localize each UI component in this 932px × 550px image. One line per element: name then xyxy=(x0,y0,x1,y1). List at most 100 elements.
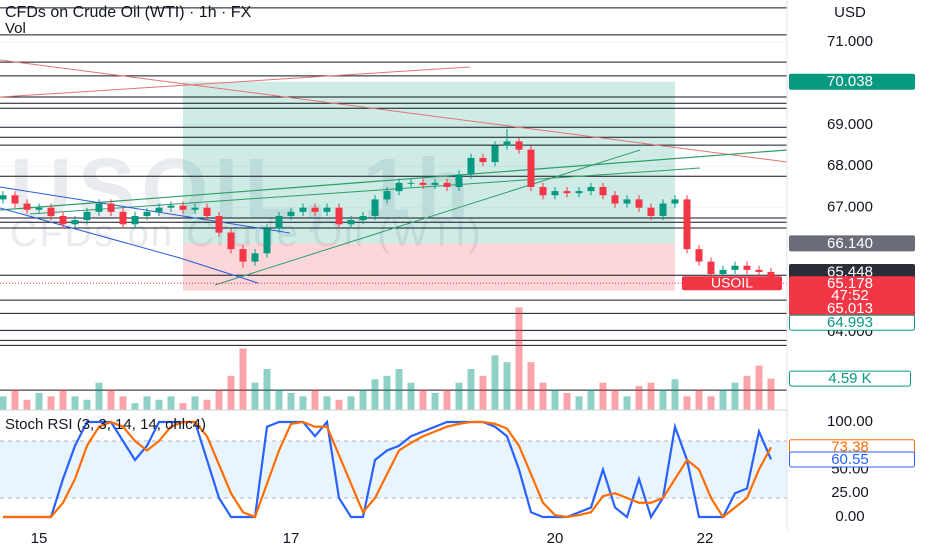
symbol-tag-bg xyxy=(682,276,782,291)
y-tick-label: 71.000 xyxy=(827,33,873,50)
candle-body xyxy=(647,207,655,216)
y-tick-label: 67.000 xyxy=(827,199,873,216)
volume-bar xyxy=(647,382,655,410)
candle-body xyxy=(599,186,607,196)
y-tick-label: 0.00 xyxy=(835,508,864,525)
volume-bar xyxy=(203,399,211,410)
x-tick-label: 17 xyxy=(283,530,300,547)
volume-bar xyxy=(599,382,607,410)
channel-line xyxy=(0,207,181,259)
volume-bar xyxy=(611,389,619,410)
candle-body xyxy=(731,265,739,270)
candle-body xyxy=(503,141,511,146)
candle-body xyxy=(335,207,343,225)
indicator-title: Stoch RSI (3, 3, 14, 14, ohlc4) xyxy=(5,416,206,433)
x-tick-label: 20 xyxy=(547,530,564,547)
candle-body xyxy=(755,269,763,272)
volume-bar xyxy=(215,389,223,410)
band xyxy=(0,440,787,498)
ask-label: 64.993 xyxy=(827,314,873,331)
volume-bar xyxy=(407,382,415,410)
volume-bar xyxy=(419,389,427,410)
volume-bar xyxy=(515,307,523,410)
volume-bar xyxy=(107,389,115,410)
candle-body xyxy=(347,220,355,225)
drawings xyxy=(0,59,788,286)
candle-body xyxy=(587,186,595,192)
candle-body xyxy=(299,207,307,212)
y-tick-label: 25.00 xyxy=(831,484,869,501)
volume-bar xyxy=(299,396,307,410)
stoch-line xyxy=(3,419,773,520)
y-tick-label: 68.000 xyxy=(827,157,873,174)
volume-bar xyxy=(167,396,175,410)
volume-bar xyxy=(671,379,679,410)
candle-body xyxy=(371,199,379,216)
stoch-line xyxy=(3,420,772,519)
volume-bar xyxy=(59,389,67,410)
y-tick-label: 69.000 xyxy=(827,116,873,133)
candle-body xyxy=(395,182,403,192)
candle-body xyxy=(443,182,451,187)
candle-body xyxy=(83,211,91,221)
candle-body xyxy=(23,203,31,210)
candle-body xyxy=(575,191,583,194)
candle-body xyxy=(191,207,199,210)
y-tick-label: 100.00 xyxy=(827,413,873,430)
volume-bar xyxy=(743,375,751,410)
candle-body xyxy=(311,207,319,212)
candle-body xyxy=(143,211,151,216)
countdown: 47:52 xyxy=(831,287,869,304)
volume-bar xyxy=(0,396,7,410)
volume-title: Vol xyxy=(5,20,26,37)
stoch-value-label: 60.55 xyxy=(831,451,869,468)
volume-bar xyxy=(143,396,151,410)
candle-body xyxy=(119,211,127,225)
volume-bar xyxy=(635,386,643,410)
candle-body xyxy=(275,215,283,229)
volume-bar xyxy=(491,355,499,410)
volume-bar xyxy=(767,378,775,410)
symbol-tag: USOIL xyxy=(711,274,753,290)
volume-bar xyxy=(359,389,367,410)
candle-body xyxy=(11,195,19,204)
volume-bar xyxy=(431,392,439,410)
candle-body xyxy=(659,203,667,216)
volume-bar xyxy=(479,375,487,410)
back-layer: USOIL, 1hCFDs on Crude Oil (WTI) xyxy=(0,7,787,499)
volume-bar xyxy=(467,369,475,410)
volume-bar xyxy=(755,365,763,410)
candle-body xyxy=(107,203,115,212)
candle-body xyxy=(323,207,331,212)
candle-body xyxy=(671,199,679,204)
volume-bar xyxy=(527,362,535,410)
trend-line xyxy=(0,149,788,211)
candle-body xyxy=(611,195,619,204)
candle-body xyxy=(623,199,631,204)
candle-body xyxy=(59,215,67,225)
volume-bar xyxy=(95,382,103,410)
volume-bar xyxy=(539,382,547,410)
candle-body xyxy=(71,220,79,225)
x-tick-label: 15 xyxy=(31,530,48,547)
volume-bar xyxy=(371,379,379,410)
candle-body xyxy=(563,191,571,194)
volume-bar xyxy=(83,399,91,410)
volume-bar xyxy=(551,389,559,410)
volume-bar xyxy=(455,382,463,410)
volume-bar xyxy=(131,403,139,410)
candle-body xyxy=(551,191,559,196)
volume-bar xyxy=(623,396,631,410)
candle-body xyxy=(491,145,499,163)
ask-bg xyxy=(789,314,915,331)
candle-body xyxy=(527,149,535,187)
session-close-label-bg xyxy=(789,264,915,281)
last-price-label: 65.178 xyxy=(827,275,873,292)
volume-bar xyxy=(443,389,451,410)
chart-title: CFDs on Crude Oil (WTI) · 1h · FX xyxy=(5,4,252,21)
candle-body xyxy=(479,157,487,163)
volume-bar xyxy=(11,389,19,410)
candle-body xyxy=(287,211,295,216)
volume-bar xyxy=(179,403,187,410)
